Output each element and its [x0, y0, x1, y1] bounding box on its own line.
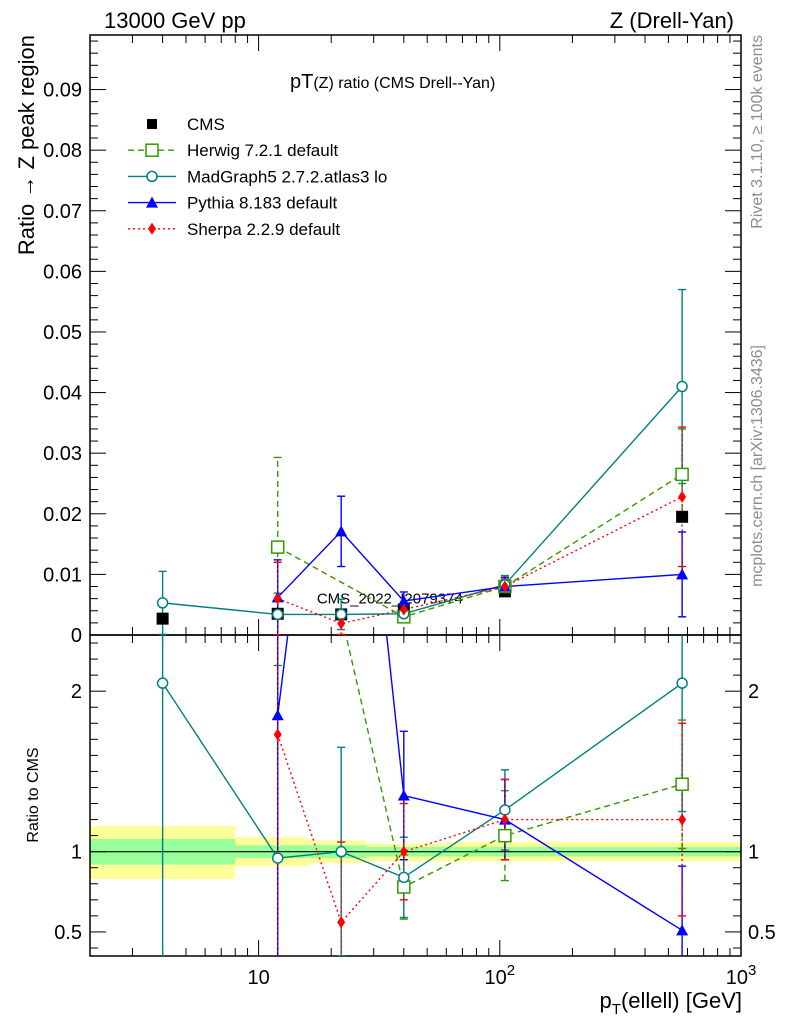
y-tick-label: 0.07 [43, 201, 82, 223]
ratio-line-1 [162, 682, 683, 879]
main-point-1 [271, 608, 284, 621]
ratio-y-axis-label: Ratio to CMS [25, 747, 42, 842]
header-left: 13000 GeV pp [104, 8, 246, 33]
ratio-point-2 [397, 789, 410, 801]
main-point-2 [335, 525, 348, 537]
cms-data-point [156, 612, 169, 625]
main-point-1 [156, 597, 169, 609]
main-point-3 [678, 490, 687, 503]
ratio-point-3 [500, 813, 509, 826]
ratio-series [156, 332, 689, 956]
main-point-3 [399, 603, 408, 616]
ratio-y-tick-label-right: 1 [748, 842, 759, 864]
main-point-0 [270, 540, 285, 554]
legend-label-0: CMS [187, 115, 225, 134]
ratio-y-tick-label: 2 [71, 681, 82, 703]
ratio-point-0 [675, 777, 689, 792]
ratio-point-2 [271, 709, 284, 721]
legend-marker-2 [146, 170, 158, 183]
legend-marker-1 [145, 143, 159, 157]
main-point-3 [273, 592, 282, 605]
legend-label-3: Pythia 8.183 default [187, 194, 338, 213]
watermark: CMS_2022_I2079374 [317, 590, 463, 607]
ratio-frame [89, 634, 742, 957]
ratio-line-2 [276, 635, 683, 931]
rivet-label: Rivet 3.1.10, ≥ 100k events [749, 35, 766, 229]
ratio-point-2 [676, 924, 689, 936]
ratio-point-0 [272, 332, 284, 344]
chart-title: pT(Z) ratio (CMS Drell--Yan) [290, 71, 495, 93]
uncertainty-bands [90, 825, 741, 879]
ratio-point-1 [676, 677, 688, 689]
main-point-1 [676, 380, 688, 393]
y-tick-label: 0.05 [43, 322, 82, 344]
legend-label-4: Sherpa 2.2.9 default [187, 220, 340, 239]
main-point-3 [500, 580, 509, 593]
y-tick-label: 0.08 [43, 140, 82, 162]
x-tick-label: 10 [247, 967, 269, 989]
ratio-point-3 [399, 845, 408, 858]
y-tick-label: 0.09 [43, 80, 82, 102]
ratio-point-1 [398, 871, 410, 884]
main-line-3 [277, 496, 683, 625]
x-tick-label: 103 [726, 962, 757, 989]
legend: CMS Herwig 7.2.1 default MadGraph5 2.7.2.a… [128, 115, 387, 239]
ratio-point-1 [499, 804, 511, 816]
main-point-3 [337, 617, 346, 630]
ratio-point-1 [271, 852, 284, 864]
ratio-point-1 [335, 845, 347, 858]
main-series [156, 288, 689, 635]
main-point-0 [675, 467, 689, 482]
y-tick-label: 0.03 [43, 443, 82, 465]
y-tick-label: 0.02 [43, 504, 82, 526]
legend-marker-3 [146, 196, 158, 208]
x-axis-label: pT(ellell) [GeV] [600, 988, 742, 1018]
ratio-line-3 [277, 734, 683, 924]
y-tick-label: 0.06 [43, 261, 82, 283]
ratio-y-tick-label-right: 0.5 [748, 922, 776, 944]
ratio-y-tick-label: 0.5 [54, 922, 82, 944]
cms-data-point [676, 510, 689, 523]
ratio-point-0 [498, 828, 512, 843]
ratio-y-tick-label-right: 2 [748, 681, 759, 703]
y-tick-label: 0 [71, 625, 82, 647]
ratio-y-tick-label: 1 [71, 842, 82, 864]
main-point-2 [397, 595, 410, 607]
ratio-point-3 [337, 916, 346, 929]
main-y-axis-label: Ratio → Z peak region [14, 35, 39, 255]
main-line-0 [277, 473, 683, 618]
main-line-1 [162, 386, 683, 616]
legend-marker-0 [147, 119, 157, 129]
mcplots-label: mcplots.cern.ch [arXiv:1306.3436] [749, 345, 766, 587]
header-right: Z (Drell-Yan) [610, 8, 734, 33]
x-tick-label: 102 [485, 962, 516, 989]
y-tick-label: 0.01 [43, 564, 82, 586]
y-tick-label: 0.04 [43, 383, 82, 405]
ratio-point-3 [678, 813, 687, 826]
ratio-point-1 [156, 677, 169, 689]
legend-label-1: Herwig 7.2.1 default [187, 141, 338, 160]
ratio-point-3 [273, 728, 282, 741]
legend-marker-4 [148, 222, 156, 235]
main-point-2 [676, 568, 689, 580]
legend-label-2: MadGraph5 2.7.2.atlas3 lo [187, 167, 387, 186]
